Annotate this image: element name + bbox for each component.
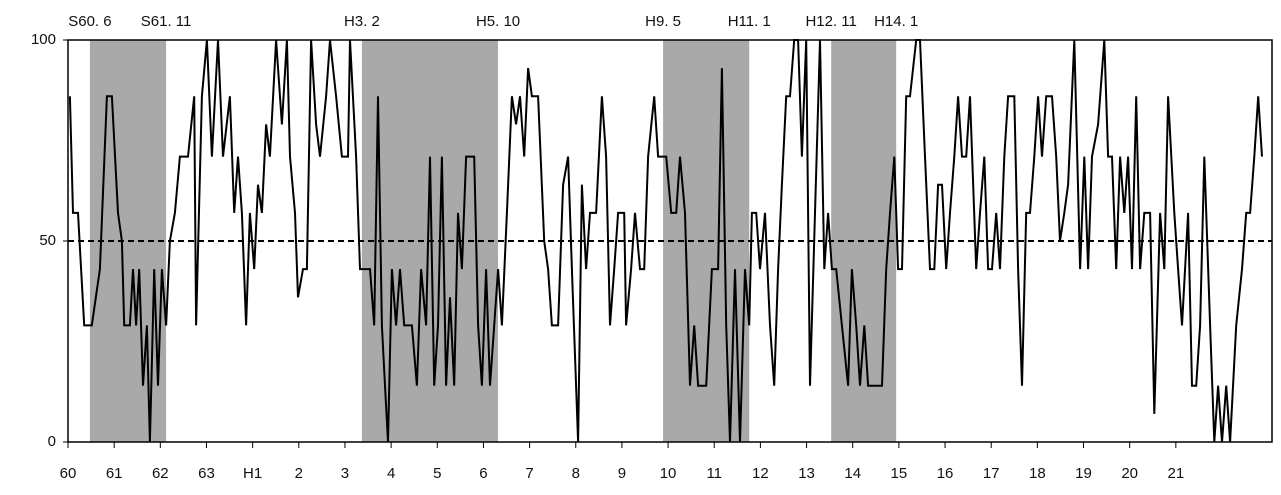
y-tick-label: 50 (39, 232, 56, 249)
x-tick-label: 9 (618, 465, 626, 482)
x-tick-label: 13 (798, 465, 815, 482)
period-start-label: H12. 11 (805, 13, 856, 30)
x-tick-label: 14 (844, 465, 861, 482)
x-tick-label: 10 (660, 465, 677, 482)
x-tick-label: 19 (1075, 465, 1092, 482)
x-tick-label: 12 (752, 465, 769, 482)
x-tick-label: 11 (706, 465, 722, 482)
x-tick-label: 4 (387, 465, 395, 482)
x-tick-label: 2 (295, 465, 303, 482)
x-tick-label: 15 (891, 465, 908, 482)
data-line (68, 39, 1263, 443)
x-tick-label: 61 (106, 465, 123, 482)
period-end-label: H14. 1 (874, 13, 918, 30)
period-start-label: H3. 2 (344, 13, 380, 30)
x-tick-label: 21 (1167, 465, 1184, 482)
x-tick-label: 18 (1029, 465, 1046, 482)
period-end-label: H11. 1 (728, 13, 771, 30)
x-tick-label: 20 (1121, 465, 1138, 482)
x-tick-label: 16 (937, 465, 954, 482)
x-tick-label: 8 (572, 465, 580, 482)
period-end-label: S61. 11 (141, 13, 192, 30)
x-tick-label: 7 (525, 465, 533, 482)
y-tick-label: 100 (31, 31, 56, 48)
x-tick-label: 6 (479, 465, 487, 482)
x-tick-label: 60 (60, 465, 77, 482)
x-tick-label: H1 (243, 465, 262, 482)
x-tick-label: 5 (433, 465, 441, 482)
x-tick-label: 17 (983, 465, 1000, 482)
period-start-label: H9. 5 (645, 13, 681, 30)
y-tick-label: 0 (48, 433, 56, 450)
period-start-label: S60. 6 (68, 13, 111, 30)
x-tick-label: 3 (341, 465, 349, 482)
period-end-label: H5. 10 (476, 13, 520, 30)
x-tick-label: 63 (198, 465, 215, 482)
x-tick-label: 62 (152, 465, 169, 482)
